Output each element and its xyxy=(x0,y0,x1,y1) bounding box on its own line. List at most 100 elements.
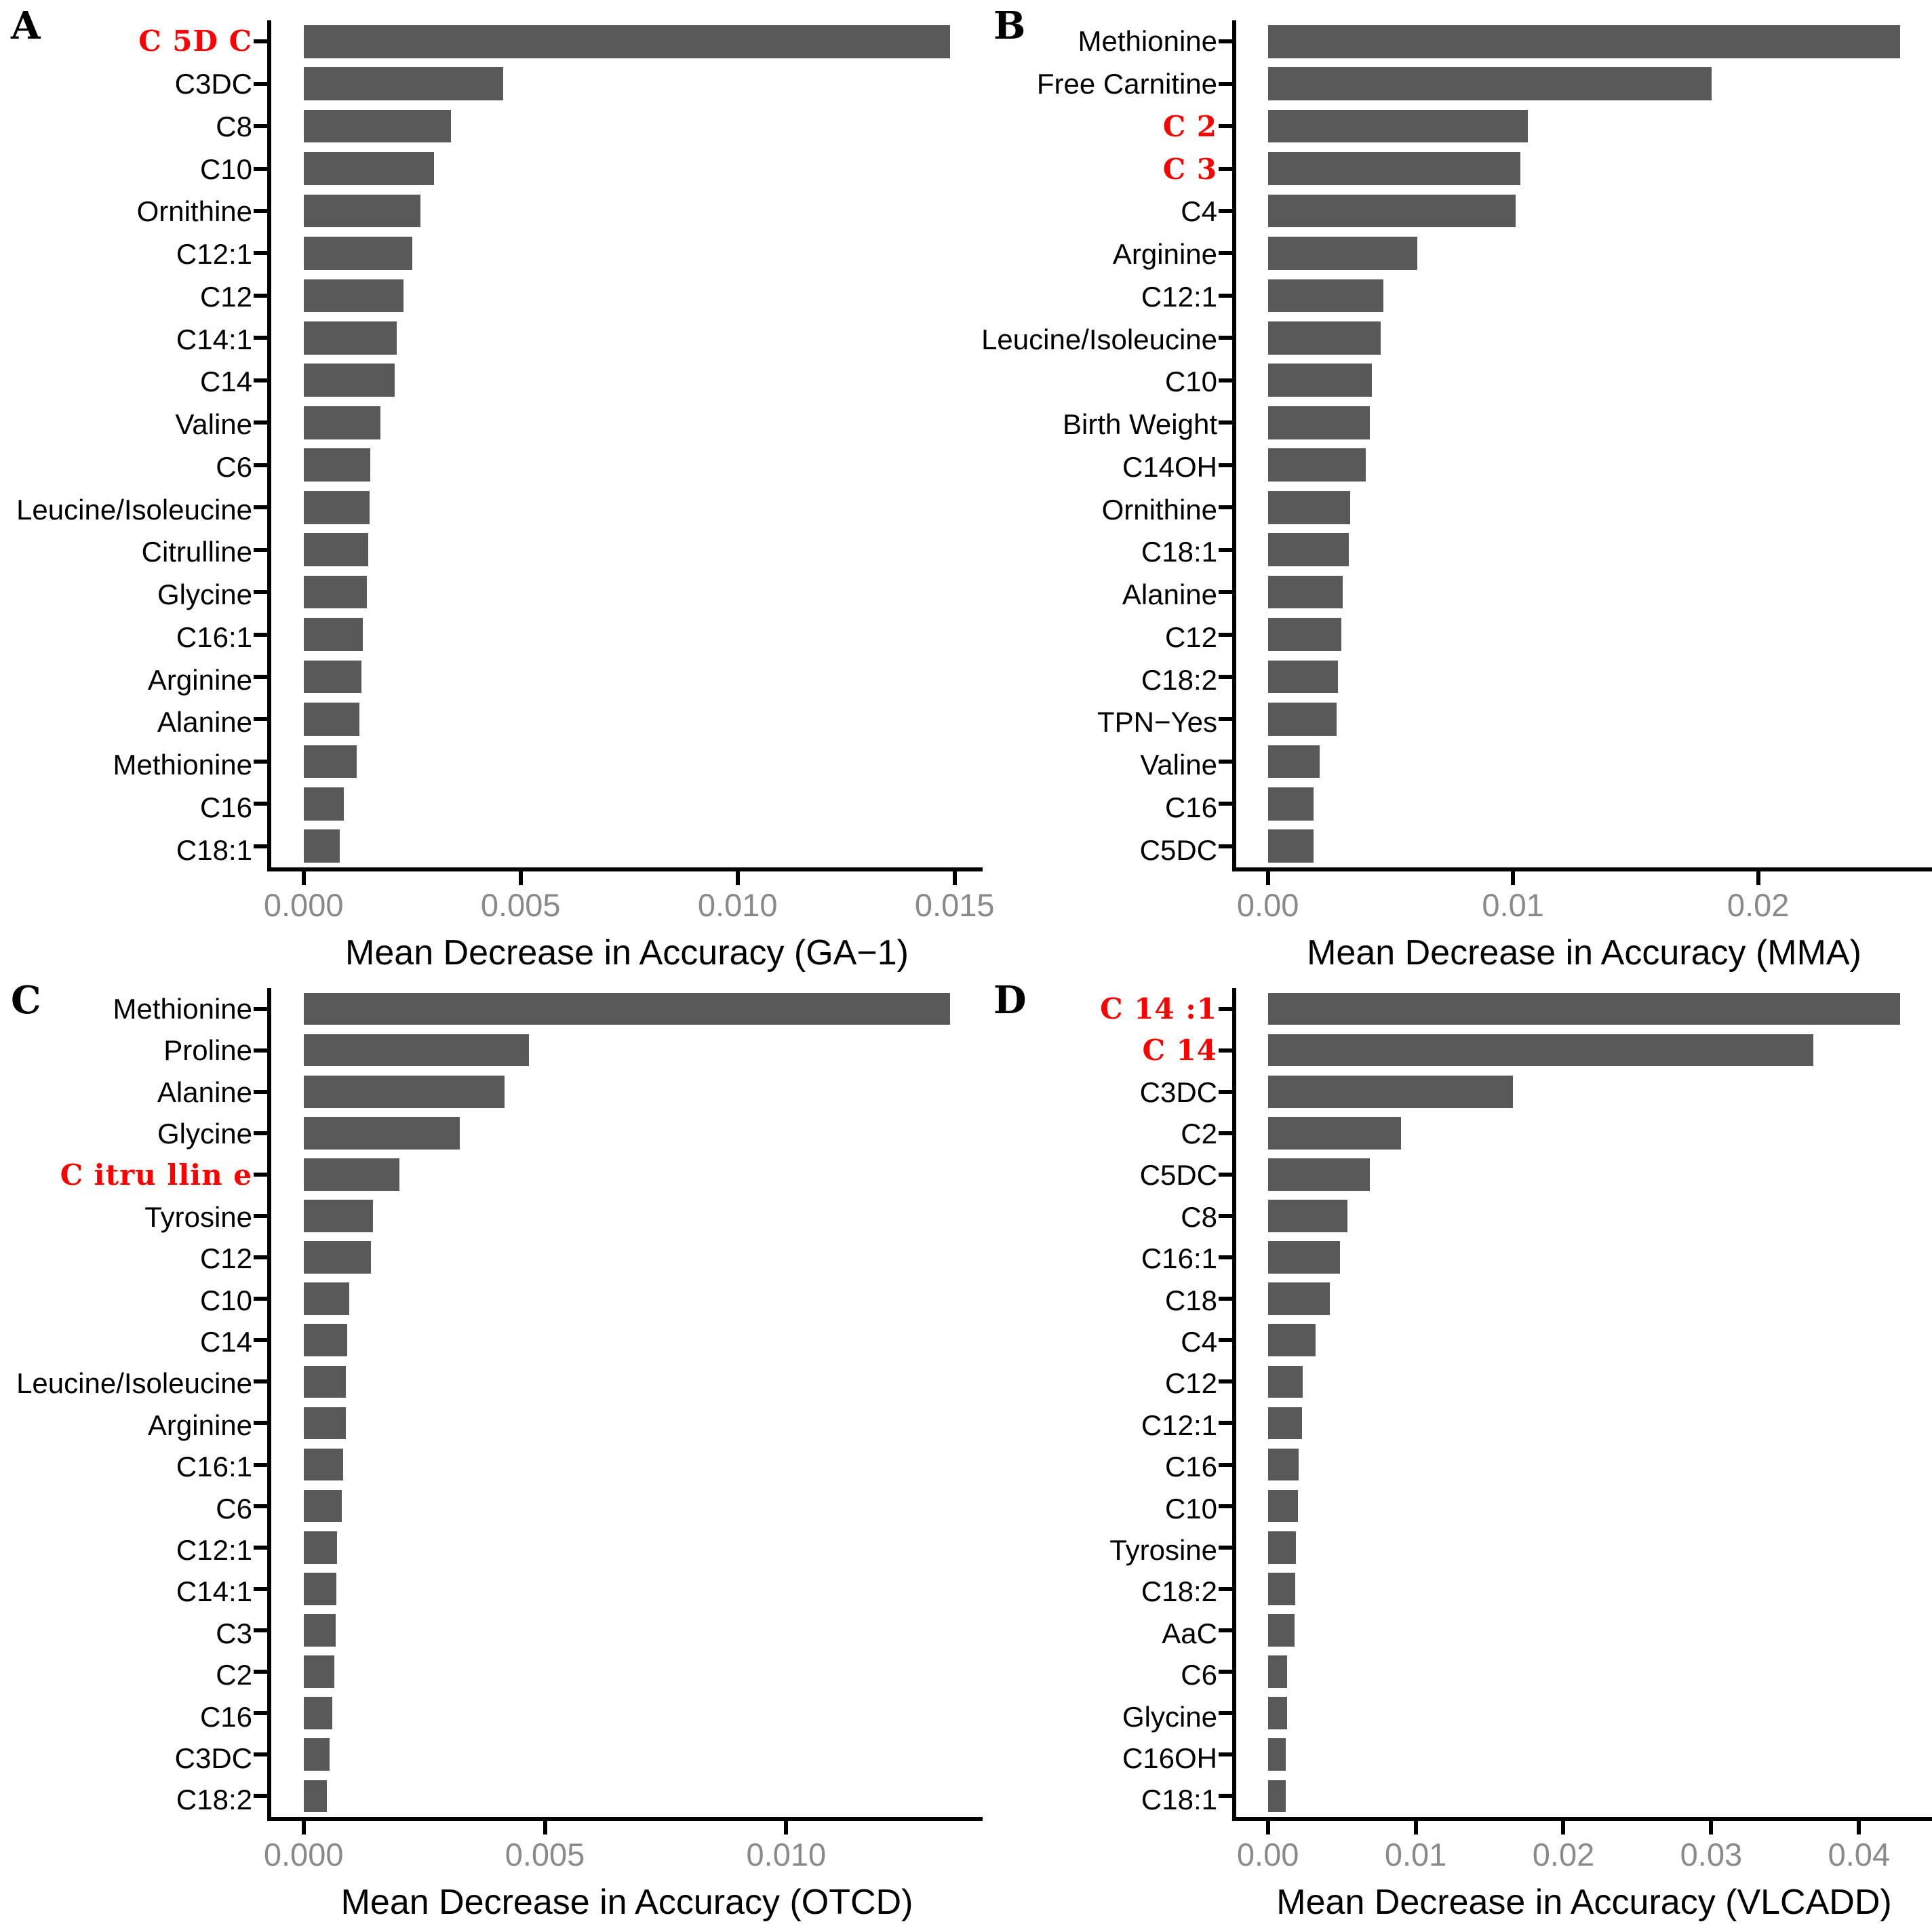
bar-C6 xyxy=(303,448,370,482)
category-label-Alanine: Alanine xyxy=(1122,578,1217,611)
category-label-Ornithine: Ornithine xyxy=(136,195,252,228)
plot-area xyxy=(254,988,983,1821)
y-tick-mark xyxy=(1219,1670,1232,1674)
category-label-Methionine: Methionine xyxy=(1078,25,1217,58)
bar-track xyxy=(254,1361,983,1402)
x-tick-mark xyxy=(1265,871,1270,885)
bar-track xyxy=(1219,656,1932,698)
panel-vlcadd: D C 14 :1 C 14 C3DC C2 C5DC C8 C16:1 C18 C4 C12 C1… xyxy=(983,975,1932,1924)
bar-C16 xyxy=(1267,1448,1299,1481)
category-label-Arginine: Arginine xyxy=(147,1409,252,1441)
y-tick-mark xyxy=(254,590,267,595)
bar-C3DC xyxy=(303,1738,330,1771)
bar-C16:1 xyxy=(1267,1241,1341,1274)
category-label-Glycine: Glycine xyxy=(1122,1700,1217,1733)
bar-track xyxy=(254,528,983,570)
category-label-Tyrosine: Tyrosine xyxy=(144,1200,252,1233)
y-tick-mark xyxy=(1219,39,1232,44)
x-tick-label: 0.02 xyxy=(1532,1837,1595,1872)
bar-C16:1 xyxy=(303,1448,344,1481)
y-tick-mark xyxy=(254,1131,267,1135)
bar-C2 xyxy=(303,1655,335,1688)
bar-chart-vlcadd: C 14 :1 C 14 C3DC C2 C5DC C8 C16:1 C18 C4 C12 C12:… xyxy=(983,988,1932,1821)
bar-track xyxy=(254,444,983,486)
category-label-C14OH: C14OH xyxy=(1122,450,1217,483)
bar-Arginine xyxy=(303,660,361,694)
category-label-C18:2: C18:2 xyxy=(1141,663,1217,696)
x-tick-mark xyxy=(1857,1821,1861,1834)
bar-C2 xyxy=(1267,1117,1401,1150)
category-label-C5DC: C5DC xyxy=(1139,1159,1217,1192)
y-tick-mark xyxy=(1219,632,1232,637)
bar-C16:1 xyxy=(303,618,363,651)
y-tick-mark xyxy=(1219,1586,1232,1591)
panel-letter-b: B xyxy=(993,3,1026,48)
bar-track xyxy=(1219,528,1932,570)
category-label-C8: C8 xyxy=(1181,1200,1217,1233)
bar-Valine xyxy=(1267,745,1320,779)
y-axis-labels: C 5D C C3DC C8 C10 Ornithine C12:1 C12 C14:1 C14… xyxy=(0,20,267,871)
y-tick-mark xyxy=(254,1794,267,1799)
x-tick-label: 0.01 xyxy=(1384,1837,1447,1872)
category-label-Ornithine: Ornithine xyxy=(1101,493,1217,526)
bar-track xyxy=(1219,1775,1932,1817)
category-label-Valine: Valine xyxy=(1140,749,1217,781)
bar-track xyxy=(254,571,983,613)
bar-track xyxy=(254,741,983,783)
panel-letter-a: A xyxy=(11,3,41,48)
category-label-Alanine: Alanine xyxy=(157,706,252,739)
bar-track xyxy=(1219,1278,1932,1320)
bar-track xyxy=(1219,1320,1932,1361)
category-label-AaC: AaC xyxy=(1162,1617,1217,1649)
x-axis-title: Mean Decrease in Accuracy (MMA) xyxy=(1307,933,1861,973)
bar-track xyxy=(1219,1237,1932,1278)
bar-track xyxy=(254,783,983,825)
bar-C14 xyxy=(303,1324,348,1357)
y-tick-mark xyxy=(1219,1297,1232,1301)
bar-Tyrosine xyxy=(303,1200,374,1232)
bar-track xyxy=(1219,571,1932,613)
bar-track xyxy=(1219,825,1932,867)
x-tick-mark xyxy=(1561,1821,1566,1834)
category-label-C8: C8 xyxy=(216,110,252,142)
category-label-Valine: Valine xyxy=(175,408,252,441)
x-tick-mark xyxy=(518,871,523,885)
x-axis: 0.00 0.01 0.02 xyxy=(1236,871,1932,931)
bar-chart-mma: Methionine Free Carnitine C 2 C 3 C4 Arginine… xyxy=(981,20,1932,871)
x-tick-mark xyxy=(1756,871,1760,885)
bar-track xyxy=(1219,1195,1932,1236)
y-tick-mark xyxy=(1219,420,1232,425)
x-tick-mark xyxy=(1511,871,1516,885)
category-label-C12:1: C12:1 xyxy=(176,238,252,271)
y-tick-mark xyxy=(254,1048,267,1053)
y-axis-labels: Methionine Free Carnitine C 2 C 3 C4 Arginine… xyxy=(981,20,1232,871)
x-tick-label: 0.04 xyxy=(1828,1837,1891,1872)
y-tick-mark xyxy=(254,1214,267,1219)
y-tick-mark xyxy=(1219,1462,1232,1467)
category-label-C6: C6 xyxy=(216,1492,252,1525)
category-label-C18: C18 xyxy=(1164,1284,1217,1316)
bar-C16 xyxy=(303,787,344,821)
y-tick-mark xyxy=(254,1172,267,1177)
category-label-C18:1: C18:1 xyxy=(176,833,252,866)
bar-Proline xyxy=(303,1034,530,1067)
x-axis-title: Mean Decrease in Accuracy (OTCD) xyxy=(340,1883,913,1922)
bar-track xyxy=(1219,317,1932,359)
y-tick-mark xyxy=(254,844,267,848)
y-tick-mark xyxy=(254,1421,267,1426)
y-tick-mark xyxy=(254,1379,267,1384)
bar-Glycine xyxy=(303,1117,460,1150)
y-tick-mark xyxy=(254,505,267,510)
category-label-C4: C4 xyxy=(1181,195,1217,228)
y-tick-mark xyxy=(1219,759,1232,764)
bar-C5DC xyxy=(1267,1158,1370,1191)
bar-C16OH xyxy=(1267,1738,1286,1771)
bar-Methionine xyxy=(1267,24,1901,58)
bar-track xyxy=(254,1154,983,1195)
y-tick-mark xyxy=(1219,81,1232,86)
category-label-C10: C10 xyxy=(199,153,252,185)
category-label-Glycine: Glycine xyxy=(157,1117,252,1150)
bar-track xyxy=(1219,1029,1932,1071)
category-label-C14: C 14 xyxy=(1142,1034,1217,1067)
bar-track xyxy=(254,1320,983,1361)
